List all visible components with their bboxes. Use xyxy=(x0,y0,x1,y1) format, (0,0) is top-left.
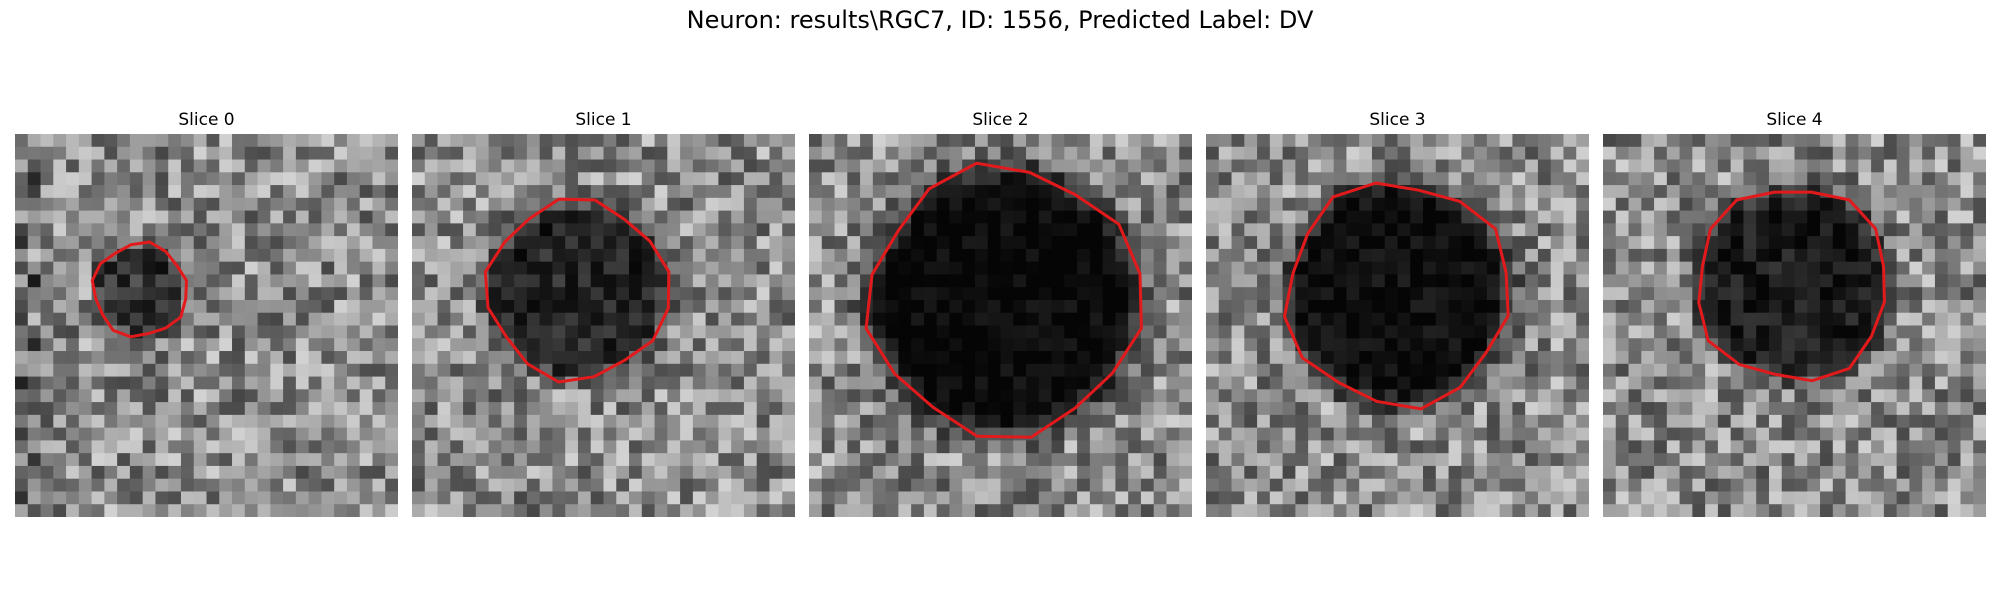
slice-title-0: Slice 0 xyxy=(178,110,235,130)
slice-image-2 xyxy=(809,134,1192,517)
slice-image-3 xyxy=(1206,134,1589,517)
slice-panel-2: Slice 2 xyxy=(809,110,1192,517)
slice-title-2: Slice 2 xyxy=(972,110,1029,130)
pixel-grid xyxy=(1206,134,1589,517)
cell-contour xyxy=(1697,190,1886,383)
slice-panel-0: Slice 0 xyxy=(15,110,398,517)
figure-title: Neuron: results\RGC7, ID: 1556, Predicte… xyxy=(686,6,1314,34)
slice-panel-3: Slice 3 xyxy=(1206,110,1589,517)
pixel-grid xyxy=(412,134,795,517)
slice-image-4 xyxy=(1603,134,1986,517)
pixel-grid xyxy=(15,134,398,517)
slice-title-4: Slice 4 xyxy=(1766,110,1823,130)
slice-image-0 xyxy=(15,134,398,517)
slice-panel-4: Slice 4 xyxy=(1603,110,1986,517)
slice-image-1 xyxy=(412,134,795,517)
slice-title-1: Slice 1 xyxy=(575,110,632,130)
cell-contour xyxy=(483,197,671,384)
cell-contour xyxy=(90,240,188,339)
slice-panel-1: Slice 1 xyxy=(412,110,795,517)
pixel-grid xyxy=(809,134,1192,517)
cell-contour xyxy=(864,161,1143,439)
slice-title-3: Slice 3 xyxy=(1369,110,1426,130)
pixel-grid xyxy=(1603,134,1986,517)
cell-contour xyxy=(1283,181,1510,411)
